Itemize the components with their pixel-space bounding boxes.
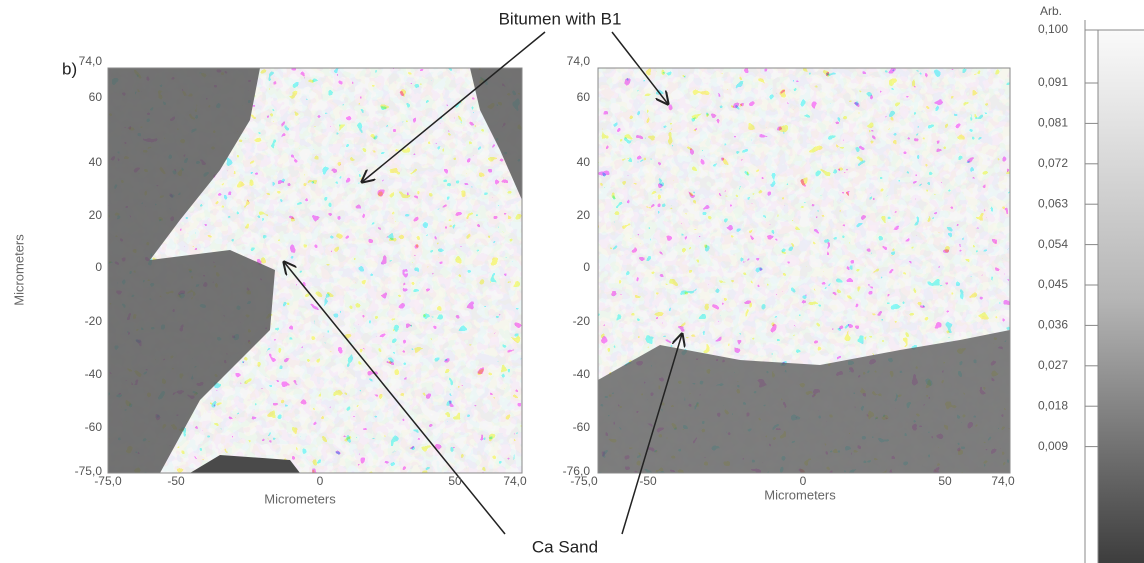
colorbar-tick-label: 0,009 <box>1038 439 1068 453</box>
colorbar <box>1097 29 1144 563</box>
colorbar-tick-label: 0,018 <box>1038 398 1068 412</box>
x-tick-label: -75,0 <box>570 474 598 488</box>
annotation: Ca Sand <box>532 537 598 556</box>
map-frame <box>107 67 523 474</box>
dark-region <box>108 68 275 473</box>
y-tick-label: 60 <box>577 90 591 104</box>
y-tick-label: -76,0 <box>563 464 591 478</box>
y-tick-label: 74,0 <box>79 54 103 68</box>
colorbar-tick-label: 0,045 <box>1038 277 1068 291</box>
x-tick-label: -50 <box>167 474 185 488</box>
x-axis-label: Micrometers <box>764 487 836 502</box>
y-tick-label: 40 <box>577 155 591 169</box>
arrow <box>284 262 506 535</box>
colorbar-unit: Arb. <box>1040 4 1062 18</box>
y-tick-label: 0 <box>583 260 590 274</box>
y-tick-label: -40 <box>85 367 103 381</box>
dark-region <box>470 68 522 200</box>
y-tick-label: 0 <box>95 260 102 274</box>
colorbar-tick-label: 0,091 <box>1038 75 1068 89</box>
y-tick-label: -20 <box>573 314 591 328</box>
y-axis-label: Micrometers <box>11 234 26 306</box>
y-tick-label: -75,0 <box>75 464 103 478</box>
colorbar-tick-label: 0,072 <box>1038 156 1068 170</box>
colorbar-tick-label: 0,100 <box>1038 22 1068 36</box>
x-tick-label: 50 <box>448 474 462 488</box>
x-tick-label: 0 <box>800 474 807 488</box>
y-tick-label: -60 <box>85 420 103 434</box>
colorbar-tick-label: 0,063 <box>1038 196 1068 210</box>
y-tick-label: 60 <box>89 90 103 104</box>
annotation: Bitumen with B1 <box>499 9 622 28</box>
colorbar-tick-label: 0,081 <box>1038 116 1068 130</box>
arrow <box>362 31 546 182</box>
panel-label: b) <box>62 59 77 78</box>
x-tick-label: -50 <box>639 474 657 488</box>
x-tick-label: 0 <box>317 474 324 488</box>
x-axis-label: Micrometers <box>264 491 336 506</box>
y-tick-label: 40 <box>89 155 103 169</box>
y-tick-label: -20 <box>85 314 103 328</box>
arrow <box>611 31 668 104</box>
colorbar-tick-label: 0,036 <box>1038 318 1068 332</box>
arrows <box>284 31 682 535</box>
dark-region <box>190 455 300 473</box>
y-tick-label: 20 <box>89 208 103 222</box>
y-tick-label: -40 <box>573 367 591 381</box>
x-tick-label: 50 <box>938 474 952 488</box>
dark-region <box>598 330 1010 473</box>
x-tick-label: -75,0 <box>94 474 122 488</box>
map-frame <box>597 67 1011 474</box>
colorbar-tick-label: 0,027 <box>1038 358 1068 372</box>
colorbar-tick-label: 0,054 <box>1038 237 1068 251</box>
arrow <box>621 334 682 535</box>
x-tick-label: 74,0 <box>503 474 527 488</box>
x-tick-label: 74,0 <box>991 474 1015 488</box>
y-tick-label: 74,0 <box>567 54 591 68</box>
y-tick-label: 20 <box>577 208 591 222</box>
y-tick-label: -60 <box>573 420 591 434</box>
